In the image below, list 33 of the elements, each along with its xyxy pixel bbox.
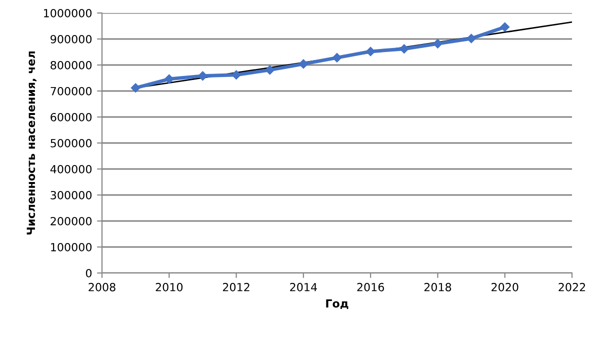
- point: [500, 22, 510, 32]
- point: [198, 71, 208, 81]
- y-tick-label: 800000: [50, 60, 92, 70]
- y-tick-label: 600000: [50, 112, 92, 122]
- point: [433, 39, 442, 48]
- x-tick-label: 2018: [424, 282, 452, 292]
- y-tick-label: 700000: [50, 86, 92, 96]
- x-tick-label: 2010: [156, 282, 183, 292]
- y-tick-label: 100000: [51, 242, 92, 252]
- x-tick-label: 2008: [88, 282, 116, 292]
- point: [232, 70, 241, 80]
- point: [298, 59, 308, 69]
- y-tick-label: 400000: [50, 164, 92, 174]
- x-tick-label: 2022: [558, 282, 586, 292]
- y-tick-label: 0: [86, 268, 92, 278]
- point: [265, 65, 274, 75]
- x-tick-label: 2016: [357, 282, 384, 292]
- y-tick-label: 900000: [50, 34, 92, 44]
- point: [130, 83, 140, 93]
- y-tick-label: 300000: [50, 190, 92, 200]
- y-tick-label: 1000000: [44, 8, 92, 18]
- y-axis-title: Численность населения, чел: [26, 51, 37, 235]
- y-tick-label: 200000: [50, 216, 92, 226]
- x-tick-label: 2012: [222, 282, 250, 292]
- point: [466, 34, 476, 44]
- point: [366, 46, 376, 56]
- x-tick-label: 2014: [290, 282, 317, 292]
- x-tick-label: 2020: [492, 282, 518, 292]
- y-tick-label: 500000: [50, 138, 92, 148]
- point: [164, 74, 174, 84]
- point: [400, 44, 409, 54]
- point: [332, 53, 342, 62]
- x-axis-title: Год: [326, 299, 348, 310]
